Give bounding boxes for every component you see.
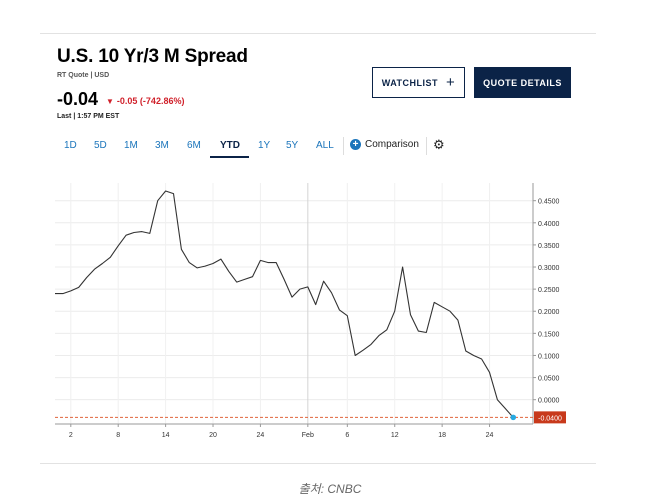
tab-1d[interactable]: 1D <box>64 140 77 151</box>
price-change: ▼ -0.05 (-742.86%) <box>106 96 184 106</box>
y-tick-label: 0.3000 <box>538 265 560 272</box>
comparison-label: Comparison <box>365 139 419 150</box>
x-tick-label: 8 <box>116 432 120 439</box>
x-tick-label: 2 <box>69 432 73 439</box>
plus-circle-icon: + <box>350 139 361 150</box>
x-tick-label: 12 <box>391 432 399 439</box>
x-tick-label: Feb <box>302 432 314 439</box>
y-tick-label: 0.0000 <box>538 398 560 405</box>
bottom-divider <box>40 463 596 464</box>
y-tick-label: 0.1500 <box>538 331 560 338</box>
last-update-time: Last | 1:57 PM EST <box>57 113 120 120</box>
tab-6m[interactable]: 6M <box>187 140 201 151</box>
y-tick-label: 0.4000 <box>538 221 560 228</box>
y-tick-label: 0.0500 <box>538 376 560 383</box>
x-tick-label: 24 <box>257 432 265 439</box>
y-tick-label: 0.2000 <box>538 309 560 316</box>
tab-1y[interactable]: 1Y <box>258 140 271 151</box>
x-tick-label: 18 <box>438 432 446 439</box>
quote-subtitle: RT Quote | USD <box>57 72 110 79</box>
last-value-badge <box>534 411 566 424</box>
x-tick-label: 20 <box>209 432 217 439</box>
watchlist-label: WATCHLIST <box>381 77 439 88</box>
y-tick-label: 0.2500 <box>538 287 560 294</box>
plus-icon: + <box>446 74 456 91</box>
series-line <box>55 190 514 418</box>
tab-5y[interactable]: 5Y <box>286 140 299 151</box>
source-caption: 출처: CNBC <box>298 482 362 496</box>
tab-all[interactable]: ALL <box>316 140 334 151</box>
active-tab-indicator <box>210 156 249 158</box>
top-divider <box>40 33 596 34</box>
tab-ytd[interactable]: YTD <box>220 140 240 151</box>
comparison-button[interactable]: + Comparison <box>350 139 419 150</box>
tab-separator <box>343 137 344 155</box>
tab-1m[interactable]: 1M <box>124 140 138 151</box>
tab-separator <box>426 137 427 155</box>
price-change-value: -0.05 (-742.86%) <box>116 96 185 106</box>
gear-icon[interactable]: ⚙ <box>433 137 445 152</box>
x-tick-label: 6 <box>345 432 349 439</box>
quote-details-button[interactable]: QUOTE DETAILS <box>474 67 571 98</box>
x-tick-label: 14 <box>162 432 170 439</box>
page-title: U.S. 10 Yr/3 M Spread <box>57 46 248 67</box>
down-arrow-icon: ▼ <box>106 97 114 106</box>
tab-5d[interactable]: 5D <box>94 140 107 151</box>
y-tick-label: 0.3500 <box>538 243 560 250</box>
last-point-marker <box>510 414 517 421</box>
tab-3m[interactable]: 3M <box>155 140 169 151</box>
y-tick-label: 0.1000 <box>538 353 560 360</box>
watchlist-button[interactable]: WATCHLIST + <box>372 67 465 98</box>
last-value-label: -0.0400 <box>538 415 562 422</box>
last-price: -0.04 <box>57 89 99 109</box>
y-tick-label: 0.4500 <box>538 199 560 206</box>
x-tick-label: 24 <box>486 432 494 439</box>
